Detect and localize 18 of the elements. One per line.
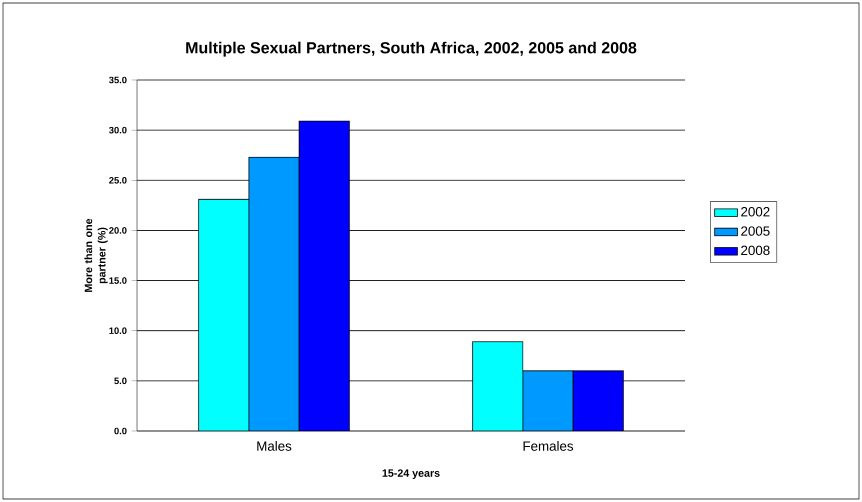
y-tick-label: 35.0 <box>109 76 127 84</box>
x-tick-label: Males <box>257 441 292 451</box>
y-tick-label: 10.0 <box>109 327 127 334</box>
bar <box>298 120 350 431</box>
bar <box>572 370 624 431</box>
y-tick-label: 5.0 <box>114 378 127 384</box>
y-tick-label: 25.0 <box>109 176 127 184</box>
y-tick-label: 30.0 <box>109 126 127 134</box>
legend-label: 2002 <box>741 207 770 216</box>
legend-label: 2008 <box>741 246 770 256</box>
y-tick-label: 0.0 <box>114 428 127 434</box>
legend-label: 2005 <box>741 226 770 236</box>
y-tick-label: 15.0 <box>109 277 127 284</box>
x-axis-title: 15-24 years <box>382 469 440 479</box>
chart-title: Multiple Sexual Partners, South Africa, 2002, 2005 and 2008 <box>186 42 636 57</box>
y-axis-title: More than one partner (%) <box>84 218 108 292</box>
x-tick-label: Females <box>524 441 574 451</box>
y-tick-label: 20.0 <box>109 227 127 234</box>
